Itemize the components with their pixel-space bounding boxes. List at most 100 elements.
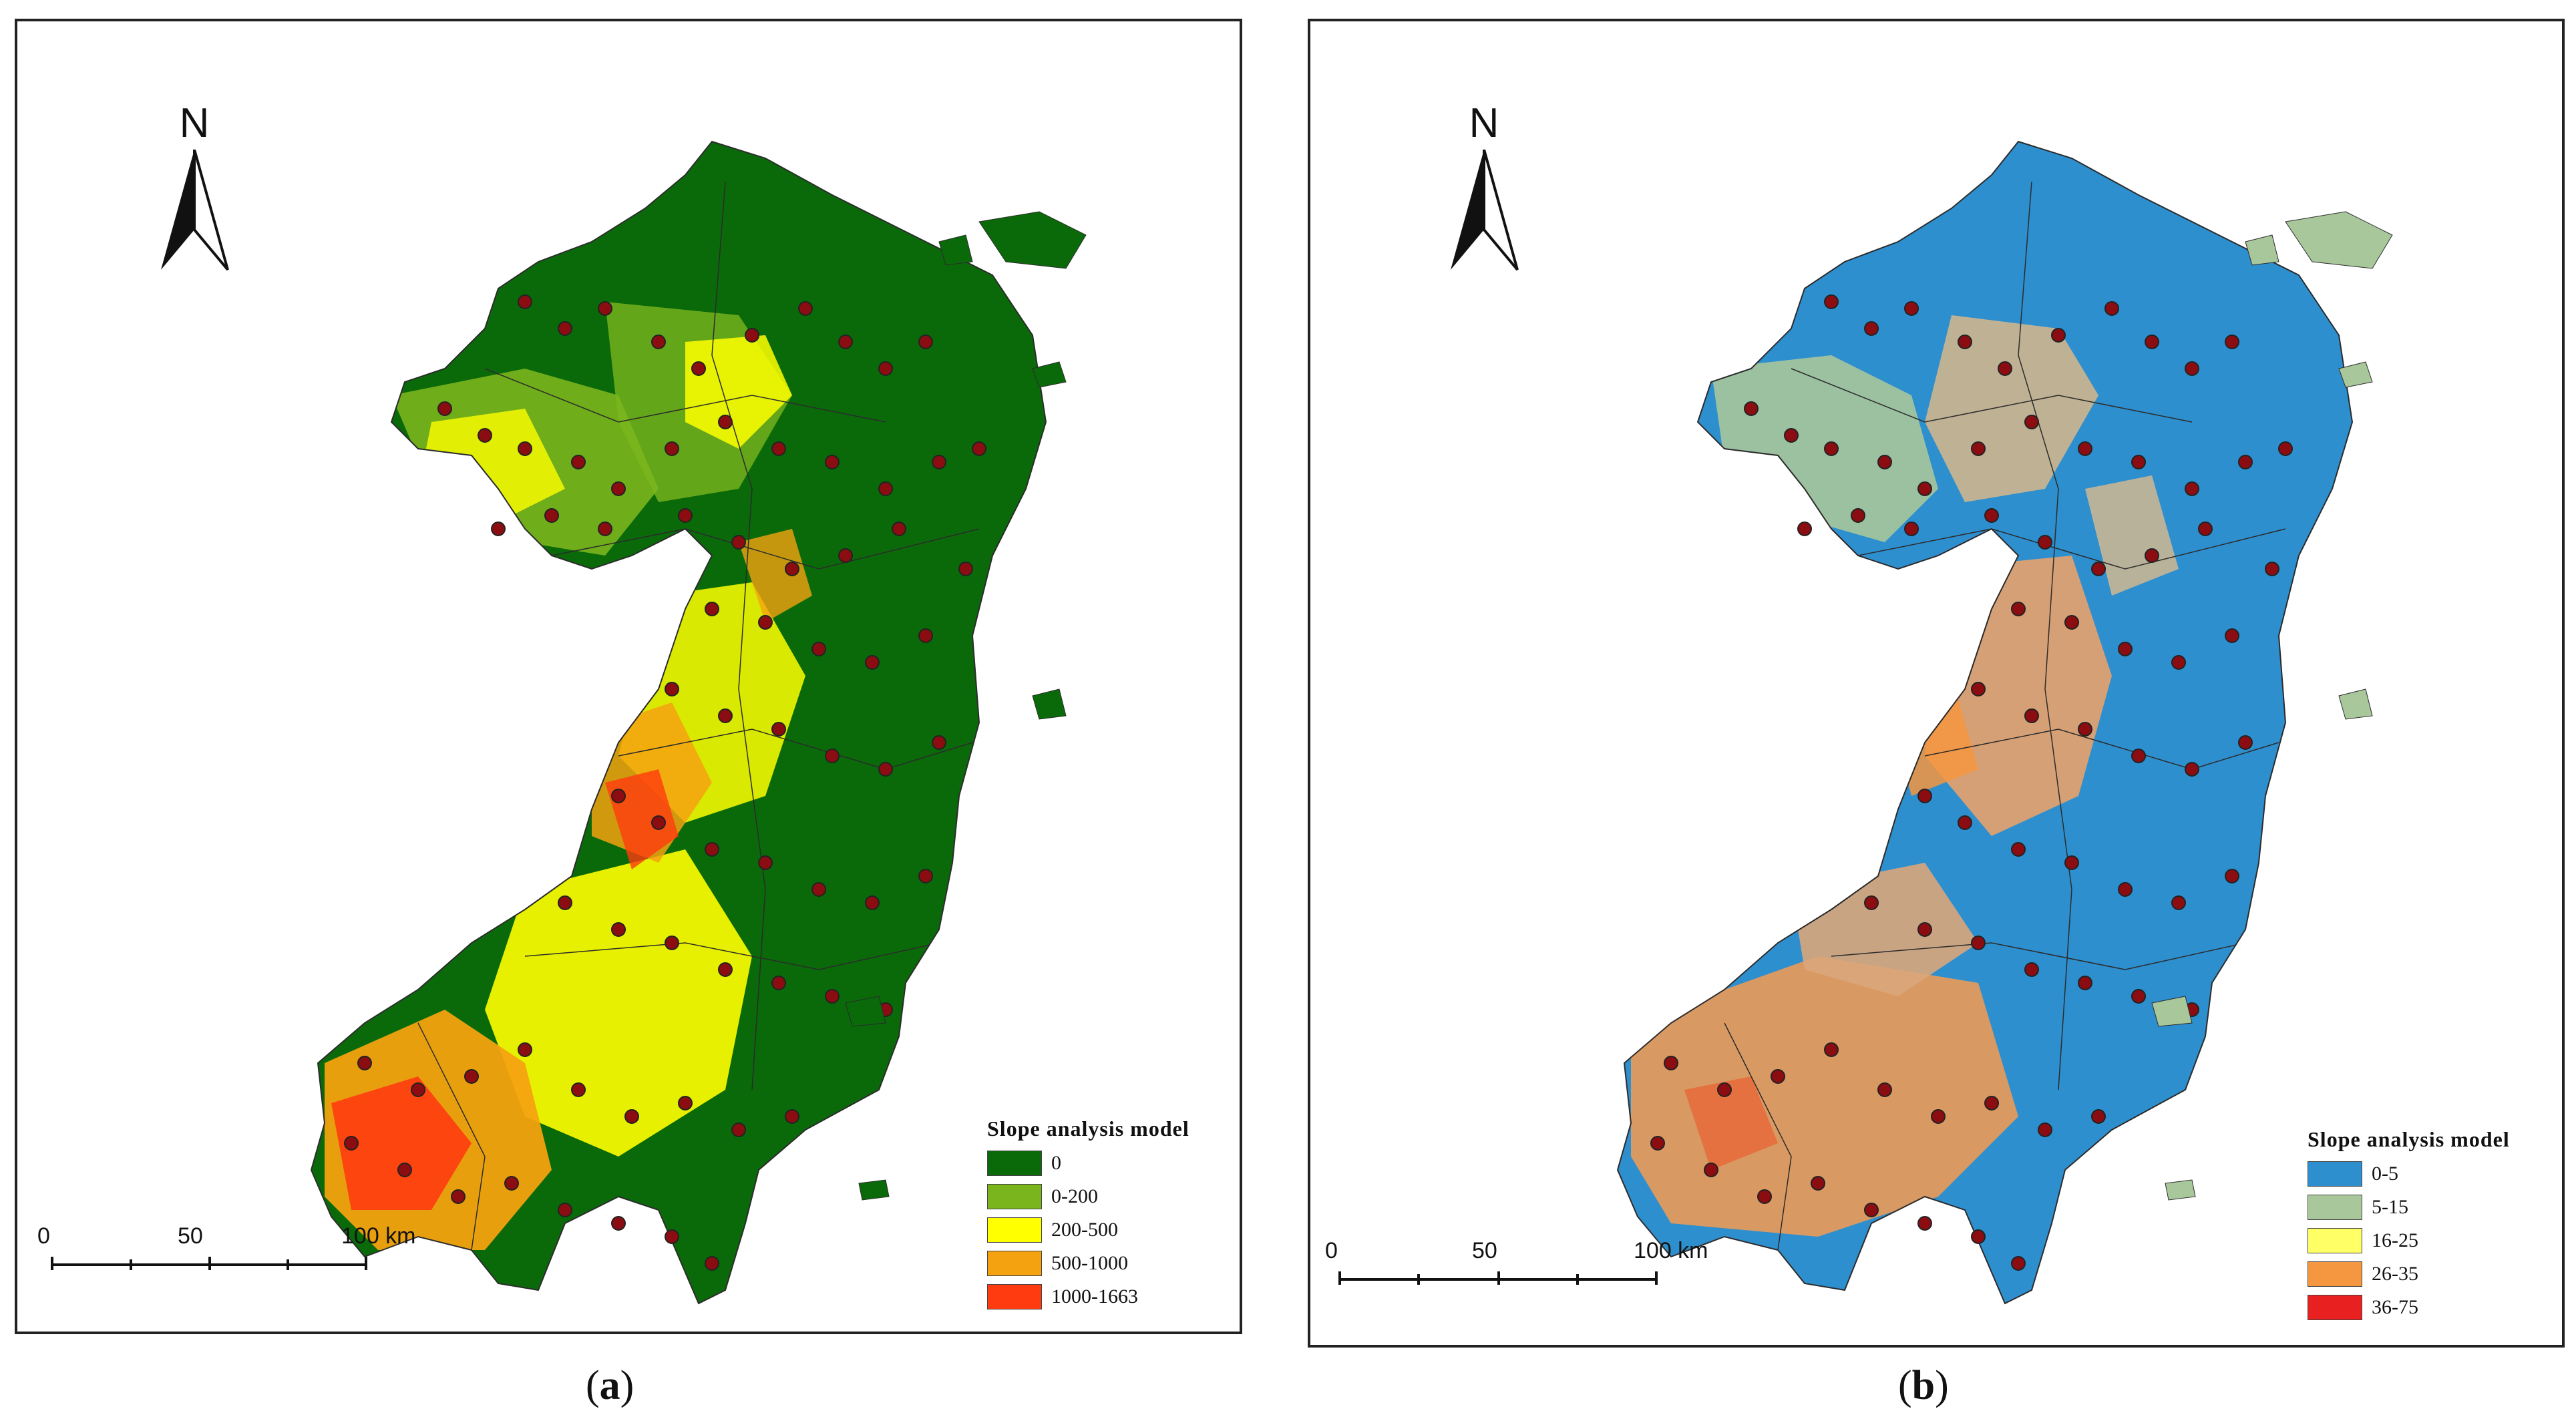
- site-marker: [825, 455, 840, 469]
- site-marker: [2185, 481, 2199, 496]
- site-marker: [2024, 415, 2039, 429]
- site-marker: [878, 762, 893, 777]
- site-marker: [838, 335, 853, 349]
- elevation-map: [311, 141, 1087, 1304]
- site-marker: [478, 428, 492, 443]
- legend-label: 0-5: [2372, 1163, 2398, 1185]
- site-marker: [758, 615, 773, 630]
- scale-bar-ticks: [51, 1257, 367, 1270]
- site-marker: [2038, 535, 2052, 550]
- legend-title: Slope analysis model: [2308, 1127, 2510, 1151]
- site-marker: [2225, 335, 2239, 349]
- site-marker: [705, 1256, 719, 1271]
- site-marker: [2278, 441, 2293, 456]
- site-marker: [1864, 1203, 1879, 1217]
- site-marker: [758, 855, 773, 870]
- caption-b: (b): [1898, 1363, 1949, 1408]
- site-marker: [1704, 1163, 1718, 1177]
- site-marker: [2145, 548, 2159, 563]
- site-marker: [771, 722, 786, 737]
- site-marker: [411, 1082, 425, 1097]
- site-marker: [2238, 455, 2253, 469]
- islands: [2151, 211, 2393, 1201]
- site-marker: [1971, 441, 1986, 456]
- site-marker: [611, 922, 626, 937]
- site-marker: [718, 415, 733, 429]
- site-marker: [771, 441, 786, 456]
- site-marker: [2265, 562, 2279, 576]
- north-arrow: N: [1444, 103, 1524, 276]
- legend-label: 0: [1051, 1152, 1061, 1174]
- site-marker: [1717, 1082, 1732, 1097]
- legend-item: 0-5: [2308, 1157, 2510, 1191]
- site-marker: [2118, 882, 2133, 897]
- legend: Slope analysis model 0-5 5-15 16-25 26-35 36…: [2308, 1127, 2510, 1324]
- site-marker: [1851, 508, 1865, 523]
- legend-swatch: [987, 1217, 1042, 1243]
- district-boundaries: [417, 181, 980, 1251]
- site-marker: [624, 1109, 639, 1124]
- legend-item: 500-1000: [987, 1247, 1189, 1280]
- legend-label: 0-200: [1051, 1185, 1098, 1207]
- site-marker: [785, 1109, 799, 1124]
- legend-label: 16-25: [2372, 1229, 2418, 1251]
- site-marker: [2078, 722, 2092, 737]
- site-marker: [1971, 936, 1986, 950]
- site-marker: [611, 481, 626, 496]
- site-marker: [504, 1176, 519, 1191]
- site-marker: [2171, 655, 2186, 670]
- site-marker: [1771, 1069, 1785, 1084]
- site-marker: [932, 735, 946, 750]
- scale-label-50: 50: [1472, 1238, 1497, 1263]
- site-marker: [1824, 1042, 1839, 1057]
- legend-item: 0: [987, 1147, 1189, 1180]
- site-marker: [2198, 522, 2213, 536]
- site-marker: [571, 1082, 586, 1097]
- site-marker: [598, 301, 612, 316]
- site-marker: [705, 842, 719, 857]
- legend-item: 36-75: [2308, 1291, 2510, 1324]
- legend-swatch: [2308, 1295, 2362, 1320]
- site-marker: [1917, 922, 1932, 937]
- site-marker: [2225, 628, 2239, 643]
- site-marker: [1971, 682, 1986, 696]
- site-marker: [2225, 869, 2239, 883]
- site-marker: [932, 455, 946, 469]
- slope-map: [1617, 141, 2393, 1304]
- site-marker: [972, 441, 986, 456]
- scale-label-0: 0: [1325, 1238, 1338, 1263]
- site-marker: [665, 441, 679, 456]
- site-marker: [544, 508, 559, 523]
- site-marker: [918, 628, 933, 643]
- legend-label: 200-500: [1051, 1219, 1118, 1241]
- site-marker: [2024, 708, 2039, 723]
- legend-items: 0-5 5-15 16-25 26-35 36-75: [2308, 1157, 2510, 1324]
- site-marker: [892, 522, 906, 536]
- site-marker: [2091, 562, 2106, 576]
- site-marker: [811, 882, 826, 897]
- site-marker: [2024, 962, 2039, 977]
- site-marker: [2104, 301, 2119, 316]
- site-marker: [2238, 735, 2253, 750]
- site-marker: [838, 548, 853, 563]
- site-marker: [1984, 508, 1999, 523]
- site-marker: [598, 522, 612, 536]
- legend-label: 36-75: [2372, 1296, 2418, 1318]
- scale-label-100: 100 km: [341, 1223, 416, 1249]
- site-marker: [2011, 842, 2026, 857]
- legend-title: Slope analysis model: [987, 1116, 1189, 1141]
- site-marker: [665, 1229, 679, 1244]
- site-marker: [651, 335, 666, 349]
- scale-bar-ticks: [1338, 1271, 1658, 1285]
- site-marker: [785, 562, 799, 576]
- legend-swatch: [2308, 1228, 2362, 1253]
- site-marker: [731, 1123, 746, 1137]
- site-marker: [611, 789, 626, 803]
- site-marker: [745, 328, 759, 343]
- site-marker: [1917, 1216, 1932, 1231]
- legend-swatch: [2308, 1161, 2362, 1187]
- site-marker: [1984, 1096, 1999, 1110]
- site-marker: [1864, 321, 1879, 336]
- site-marker: [1998, 361, 2012, 376]
- site-marker: [2131, 749, 2146, 763]
